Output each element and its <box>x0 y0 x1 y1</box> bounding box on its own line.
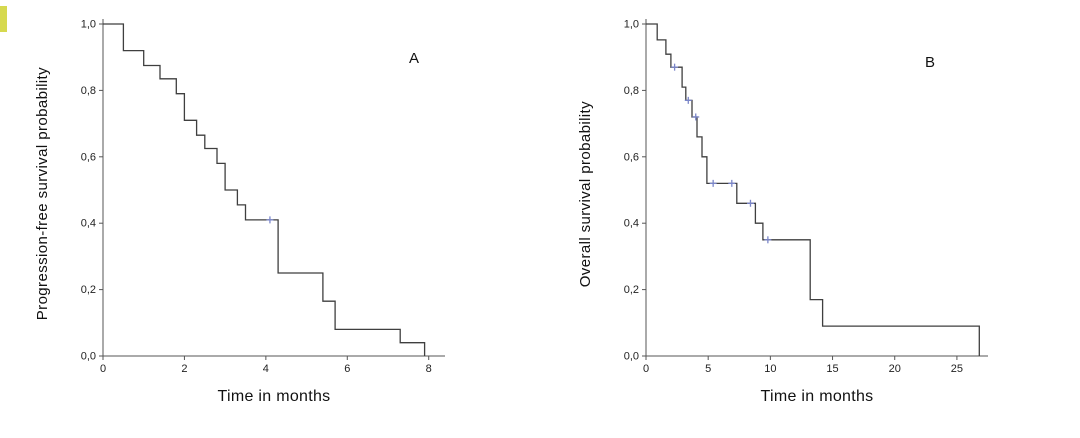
svg-text:0: 0 <box>100 363 106 375</box>
svg-text:0: 0 <box>643 363 649 375</box>
panel-a-plot-area: 0,0 0,2 0,4 0,6 0,8 1,0 0 2 4 6 8 A Time in months <box>57 8 457 406</box>
panel-a-ylabel-column: Progression-free survival probability <box>34 8 51 380</box>
panel-b: Overall survival probability 0,0 0,2 0,4 0,… <box>577 8 1000 406</box>
svg-text:4: 4 <box>263 363 269 375</box>
svg-text:0,0: 0,0 <box>81 351 96 363</box>
pfs-chart-canvas: 0,0 0,2 0,4 0,6 0,8 1,0 0 2 4 6 8 <box>81 19 445 375</box>
panel-b-letter: B <box>925 54 936 71</box>
svg-text:0,2: 0,2 <box>624 284 639 296</box>
svg-text:0,4: 0,4 <box>81 218 96 230</box>
survival-figure: Progression-free survival probability 0,… <box>34 8 1000 406</box>
svg-text:1,0: 1,0 <box>81 19 96 31</box>
panel-b-ylabel-column: Overall survival probability <box>577 8 594 380</box>
svg-text:5: 5 <box>705 363 711 375</box>
scan-artifact <box>0 6 7 32</box>
svg-text:8: 8 <box>426 363 432 375</box>
pfs-y-axis-label: Progression-free survival probability <box>34 67 51 321</box>
svg-text:2: 2 <box>181 363 187 375</box>
os-chart-canvas: 0,0 0,2 0,4 0,6 0,8 1,0 0 5 10 15 20 25 <box>624 19 988 375</box>
svg-text:25: 25 <box>951 363 963 375</box>
svg-text:20: 20 <box>889 363 901 375</box>
svg-text:0,6: 0,6 <box>81 151 96 163</box>
panel-a: Progression-free survival probability 0,… <box>34 8 457 406</box>
svg-text:15: 15 <box>826 363 838 375</box>
os-x-axis-label: Time in months <box>760 388 874 405</box>
svg-text:0,8: 0,8 <box>624 85 639 97</box>
svg-text:0,2: 0,2 <box>81 284 96 296</box>
svg-text:0,4: 0,4 <box>624 218 639 230</box>
svg-text:10: 10 <box>764 363 776 375</box>
svg-text:6: 6 <box>344 363 350 375</box>
svg-text:0,6: 0,6 <box>624 151 639 163</box>
svg-text:0,8: 0,8 <box>81 85 96 97</box>
svg-text:1,0: 1,0 <box>624 19 639 31</box>
panel-b-plot-area: 0,0 0,2 0,4 0,6 0,8 1,0 0 5 10 15 20 25 B Time in m… <box>600 8 1000 406</box>
pfs-x-axis-label: Time in months <box>217 388 331 405</box>
panel-a-letter: A <box>409 50 420 67</box>
os-y-axis-label: Overall survival probability <box>577 100 594 288</box>
svg-text:0,0: 0,0 <box>624 351 639 363</box>
